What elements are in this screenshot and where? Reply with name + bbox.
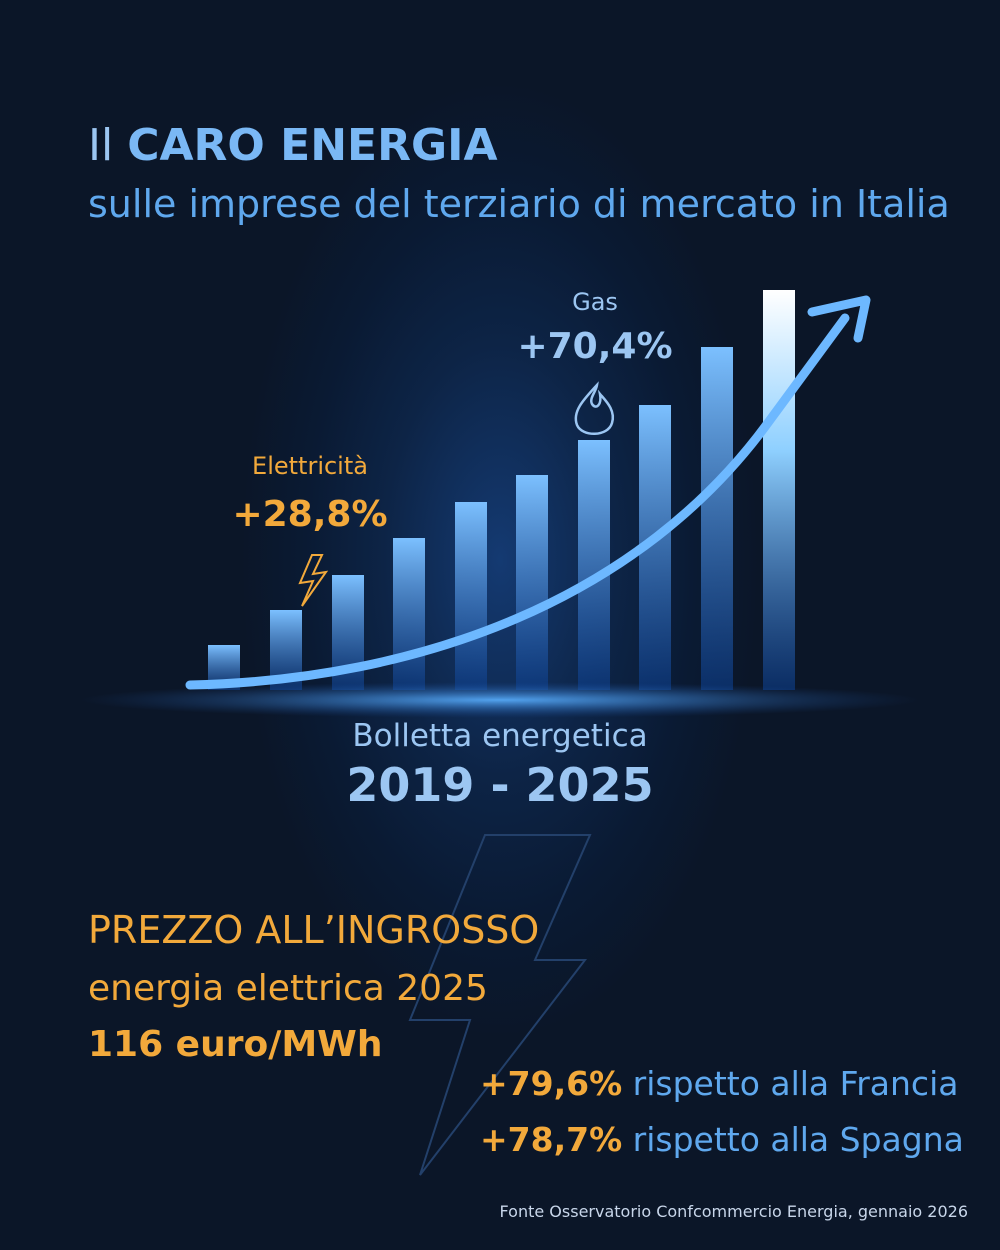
electricity-label: Elettricità bbox=[252, 452, 368, 480]
comparison: +79,6% rispetto alla Francia bbox=[480, 1064, 958, 1103]
gas-value: +70,4% bbox=[517, 326, 673, 367]
bill-period: 2019 - 2025 bbox=[346, 758, 654, 812]
trend-arrow bbox=[185, 313, 850, 690]
bill-label: Bolletta energetica bbox=[352, 718, 648, 754]
bars bbox=[208, 290, 795, 690]
comparison-text: rispetto alla Spagna bbox=[632, 1120, 964, 1159]
gas-label: Gas bbox=[572, 288, 618, 316]
comparison-value: +79,6% bbox=[480, 1064, 623, 1103]
title: Il CARO ENERGIA bbox=[88, 120, 498, 171]
source: Fonte Osservatorio Confcommercio Energia… bbox=[499, 1202, 968, 1221]
title-prefix: Il bbox=[88, 120, 114, 171]
wholesale-price: 116 euro/MWh bbox=[88, 1024, 383, 1065]
electricity-value: +28,8% bbox=[232, 494, 388, 535]
flame-icon bbox=[574, 381, 615, 435]
wholesale-subtitle: energia elettrica 2025 bbox=[88, 968, 488, 1009]
arrow-head bbox=[807, 295, 871, 343]
wholesale-title: PREZZO ALL’INGROSSO bbox=[88, 908, 540, 952]
comparison-text: rispetto alla Francia bbox=[632, 1064, 959, 1103]
bolt-outline bbox=[408, 834, 592, 1176]
base-glow bbox=[80, 682, 920, 718]
title-bold: CARO ENERGIA bbox=[127, 120, 498, 171]
comparison-value: +78,7% bbox=[480, 1120, 623, 1159]
subtitle: sulle imprese del terziario di mercato i… bbox=[88, 182, 950, 226]
comparison: +78,7% rispetto alla Spagna bbox=[480, 1120, 964, 1159]
bolt-icon bbox=[298, 554, 329, 607]
